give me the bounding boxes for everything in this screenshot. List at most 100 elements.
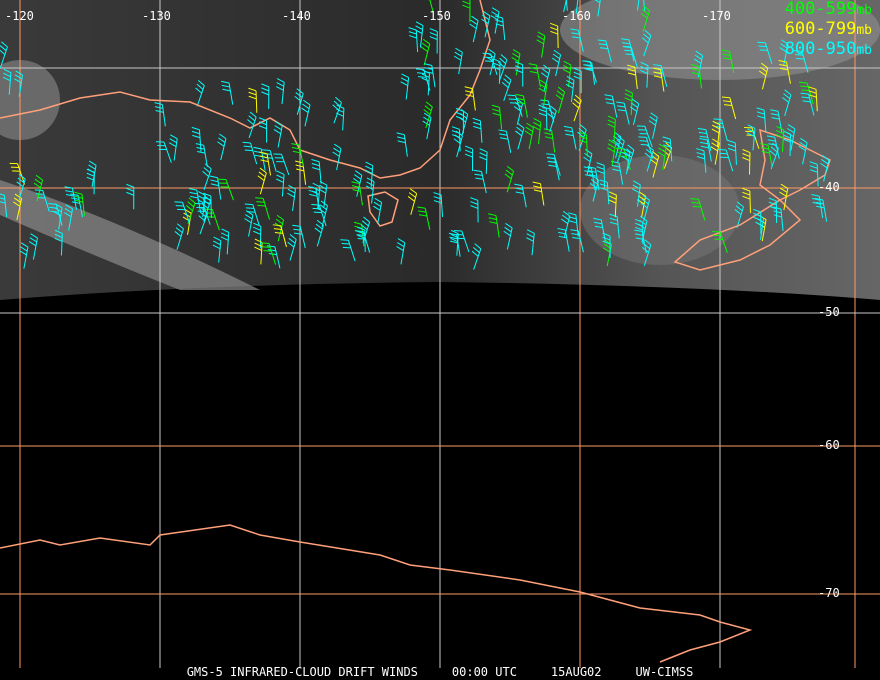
wind-barb <box>727 139 737 165</box>
wind-barb <box>770 109 783 134</box>
wind-barb <box>570 229 584 253</box>
wind-barb <box>779 39 789 66</box>
wind-barb <box>54 229 63 256</box>
wind-barb <box>174 223 184 250</box>
wind-barb <box>696 148 707 173</box>
wind-barb <box>357 226 366 253</box>
wind-barb <box>261 83 270 109</box>
wind-barb <box>221 80 234 105</box>
wind-barb <box>555 86 566 114</box>
wind-barb <box>640 5 651 32</box>
wind-barb <box>798 137 808 165</box>
wind-barb <box>479 148 488 174</box>
latitude-label: -70 <box>818 586 840 600</box>
wind-barb <box>501 74 512 101</box>
wind-barb <box>782 89 792 116</box>
wind-barb <box>272 224 287 248</box>
wind-barb <box>301 99 311 127</box>
wind-barb <box>540 64 551 92</box>
wind-barb <box>568 212 579 237</box>
wind-barb <box>427 0 434 14</box>
wind-barb <box>609 213 620 239</box>
wind-barb <box>407 188 418 215</box>
wind-barb <box>351 181 363 206</box>
wind-barb <box>652 67 665 92</box>
wind-barb <box>365 177 375 204</box>
wind-barb <box>294 88 304 115</box>
wind-barb <box>202 163 212 190</box>
wind-barb <box>526 229 535 256</box>
longitude-label: -140 <box>282 9 311 23</box>
wind-barb <box>295 160 307 185</box>
wind-barb <box>775 125 785 152</box>
wind-barb <box>64 204 74 231</box>
longitude-label: -160 <box>562 9 591 23</box>
wind-barb <box>641 239 652 266</box>
wind-barb <box>400 73 410 100</box>
wind-barb <box>0 41 8 68</box>
wind-barb <box>583 166 596 191</box>
wind-barb <box>332 96 342 124</box>
wind-barb <box>311 182 321 209</box>
wind-barb <box>721 49 735 74</box>
wind-barb <box>662 136 673 162</box>
wind-barb <box>469 15 479 43</box>
latitude-label: -40 <box>818 180 840 194</box>
new-zealand-south <box>673 199 802 271</box>
wind-barb <box>814 197 828 222</box>
wind-barb <box>713 118 728 141</box>
wind-barb <box>257 167 267 195</box>
wind-barb <box>621 148 631 175</box>
wind-barb <box>335 104 345 131</box>
wind-barb <box>528 63 541 87</box>
wind-barb <box>532 181 545 206</box>
time-label: 00:00 UTC <box>451 665 517 679</box>
wind-barb <box>638 215 648 243</box>
wind-barb <box>561 210 571 238</box>
legend-entry: 800-950mb <box>784 39 872 59</box>
wind-barb <box>198 207 208 235</box>
wind-barb <box>799 81 814 105</box>
wind-barb <box>734 201 744 229</box>
wind-barb <box>514 61 524 87</box>
wind-barb <box>188 187 201 212</box>
wind-barb <box>276 78 285 105</box>
wind-barb <box>204 208 220 231</box>
wind-barb <box>589 175 600 202</box>
wind-barb <box>311 159 322 184</box>
wind-barb <box>19 242 29 269</box>
wind-barb <box>629 98 640 126</box>
wind-barb <box>417 206 431 230</box>
wind-barb <box>577 124 587 151</box>
wind-barb <box>573 67 582 94</box>
longitude-label: -150 <box>422 9 451 23</box>
wind-barb <box>314 219 324 247</box>
wind-barb <box>186 197 196 225</box>
wind-barb <box>244 210 254 237</box>
pressure-legend: 400-599mb 600-799mb 800-950mb <box>785 0 872 60</box>
wind-barb <box>255 197 270 220</box>
wind-barb <box>429 28 438 54</box>
wind-barb <box>653 64 668 87</box>
wind-barb <box>607 139 617 166</box>
wind-barb <box>481 10 491 38</box>
wind-barb <box>637 191 647 218</box>
wind-barb <box>276 170 285 197</box>
wind-barb <box>274 214 285 242</box>
wind-barb <box>34 189 50 212</box>
wind-barb <box>248 87 258 113</box>
new-zealand-north <box>759 128 831 201</box>
wind-barb <box>710 138 720 165</box>
wind-barb <box>648 112 658 139</box>
wind-barb <box>182 208 192 235</box>
wind-barb <box>494 15 506 40</box>
wind-barb <box>503 223 513 250</box>
wind-barb <box>486 48 496 76</box>
wind-barb <box>808 86 818 112</box>
wind-barb <box>504 165 514 193</box>
wind-barb <box>690 198 706 221</box>
wind-barb <box>244 203 260 226</box>
wind-barb <box>273 121 283 148</box>
wind-barb <box>455 107 464 134</box>
